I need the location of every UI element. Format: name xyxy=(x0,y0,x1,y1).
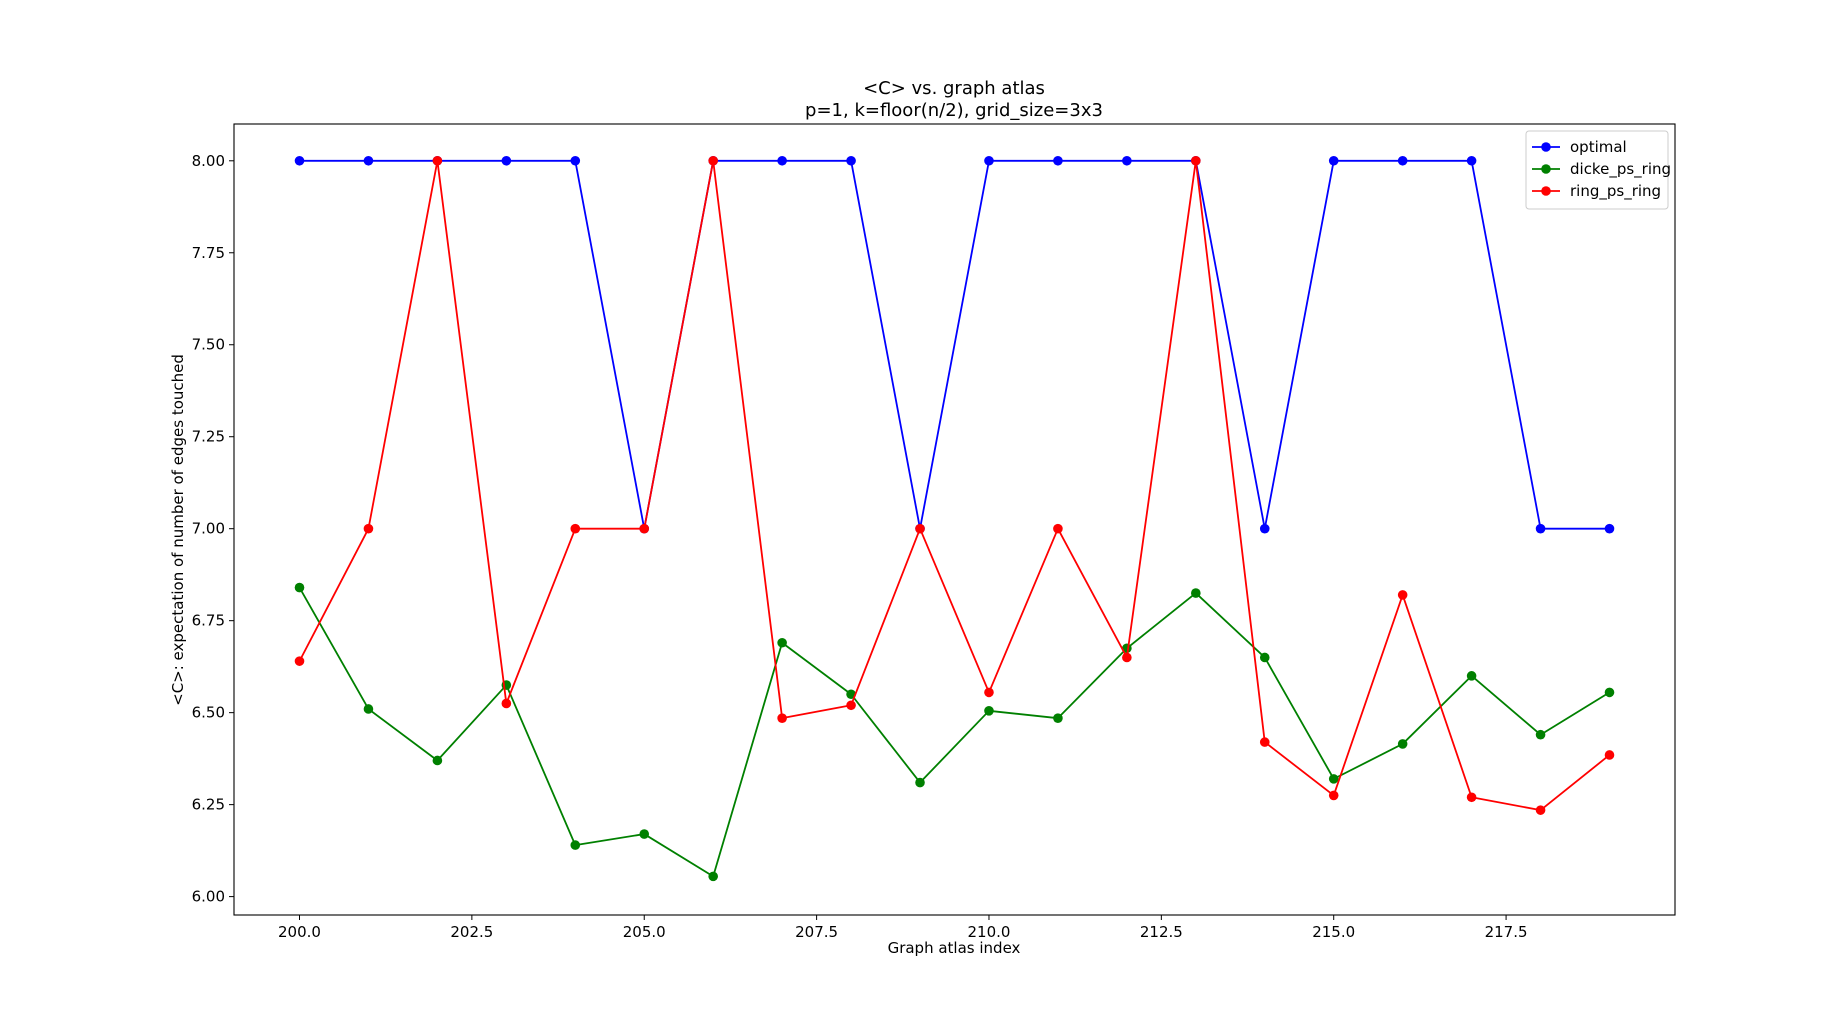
data-point-dicke_ps_ring xyxy=(1259,652,1270,663)
legend-label-dicke_ps_ring: dicke_ps_ring xyxy=(1570,160,1671,179)
y-tick-label: 8.00 xyxy=(192,152,225,170)
data-point-ring_ps_ring xyxy=(1053,523,1063,534)
data-point-dicke_ps_ring xyxy=(777,637,787,648)
chart-title: <C> vs. graph atlas xyxy=(863,78,1045,99)
x-axis-title: Graph atlas index xyxy=(888,939,1021,957)
data-point-ring_ps_ring xyxy=(1466,792,1477,803)
x-tick-label: 202.5 xyxy=(450,923,493,941)
data-point-ring_ps_ring xyxy=(570,523,581,534)
y-tick-label: 7.25 xyxy=(192,428,225,446)
data-point-optimal xyxy=(1328,155,1339,166)
series-line-optimal xyxy=(299,159,1610,530)
data-point-ring_ps_ring xyxy=(1397,590,1408,600)
plot-area: 200.0 202.5 205.0 207.5 210.0 212.5 215.0 217.5… xyxy=(192,123,1676,941)
data-point-ring_ps_ring xyxy=(708,155,718,166)
legend: optimal dicke_ps_ring ring_ps_ring xyxy=(1525,130,1671,210)
series-line-dicke_ps_ring xyxy=(298,587,1610,878)
data-point-ring_ps_ring xyxy=(1259,737,1270,747)
data-point-optimal xyxy=(777,155,787,166)
x-tick-label: 205.0 xyxy=(623,923,666,941)
data-point-dicke_ps_ring xyxy=(1535,729,1546,740)
data-point-dicke_ps_ring xyxy=(915,777,925,788)
y-tick-label: 7.50 xyxy=(192,336,225,354)
legend-marker-ring_ps_ring xyxy=(1541,186,1551,196)
data-point-optimal xyxy=(984,155,994,166)
data-point-ring_ps_ring xyxy=(1328,790,1339,801)
data-point-ring_ps_ring xyxy=(846,700,856,711)
data-point-dicke_ps_ring xyxy=(294,582,305,593)
x-tick-label: 217.5 xyxy=(1485,923,1528,941)
legend-marker-dicke_ps_ring xyxy=(1541,164,1551,174)
y-axis-title: <C>: expectation of number of edges touc… xyxy=(169,354,187,706)
x-tick-label: 207.5 xyxy=(795,923,838,941)
data-point-optimal xyxy=(294,155,305,166)
data-point-dicke_ps_ring xyxy=(1191,588,1201,598)
data-point-ring_ps_ring xyxy=(363,523,374,534)
y-tick-label: 6.25 xyxy=(192,796,225,814)
axes-frame xyxy=(233,123,1676,916)
data-point-dicke_ps_ring xyxy=(708,871,718,882)
data-point-dicke_ps_ring xyxy=(1328,774,1339,784)
data-point-dicke_ps_ring xyxy=(1604,687,1615,698)
data-point-dicke_ps_ring xyxy=(984,706,994,716)
data-point-dicke_ps_ring xyxy=(639,829,650,839)
data-point-ring_ps_ring xyxy=(294,656,305,666)
x-tick-label: 212.5 xyxy=(1140,923,1183,941)
data-point-dicke_ps_ring xyxy=(846,689,856,700)
data-point-ring_ps_ring xyxy=(501,698,512,709)
data-point-dicke_ps_ring xyxy=(363,704,374,714)
legend-label-optimal: optimal xyxy=(1570,138,1627,156)
data-point-ring_ps_ring xyxy=(432,155,443,166)
data-point-optimal xyxy=(1053,155,1063,166)
data-point-dicke_ps_ring xyxy=(570,840,581,850)
data-point-dicke_ps_ring xyxy=(432,755,443,766)
y-tick-label: 6.00 xyxy=(192,888,225,906)
data-point-ring_ps_ring xyxy=(639,523,650,534)
x-tick-label: 200.0 xyxy=(278,923,321,941)
data-point-ring_ps_ring xyxy=(1535,805,1546,815)
data-point-optimal xyxy=(1466,155,1477,166)
data-point-optimal xyxy=(1397,155,1408,166)
data-point-dicke_ps_ring xyxy=(1466,671,1477,681)
data-point-ring_ps_ring xyxy=(1604,750,1615,760)
data-point-dicke_ps_ring xyxy=(1397,739,1408,749)
data-point-optimal xyxy=(363,155,374,166)
data-point-ring_ps_ring xyxy=(1122,652,1132,663)
data-point-optimal xyxy=(1535,523,1546,534)
data-point-optimal xyxy=(501,155,512,166)
y-tick-label: 6.75 xyxy=(192,612,225,630)
data-point-optimal xyxy=(1122,155,1132,166)
series-ring_ps_ring xyxy=(294,155,1615,815)
y-tick-label: 6.50 xyxy=(192,704,225,722)
data-point-dicke_ps_ring xyxy=(1053,713,1063,723)
legend-label-ring_ps_ring: ring_ps_ring xyxy=(1570,182,1661,201)
y-tick-label: 7.75 xyxy=(192,244,225,262)
data-point-optimal xyxy=(1604,523,1615,534)
data-point-ring_ps_ring xyxy=(915,523,925,534)
x-tick-label: 210.0 xyxy=(967,923,1010,941)
legend-marker-optimal xyxy=(1541,142,1551,152)
chart-subtitle: p=1, k=floor(n/2), grid_size=3x3 xyxy=(805,100,1103,121)
data-point-optimal xyxy=(1259,523,1270,534)
data-point-optimal xyxy=(846,155,856,166)
series-dicke_ps_ring xyxy=(294,582,1615,882)
series-line-ring_ps_ring xyxy=(298,159,1611,812)
legend-box xyxy=(1525,130,1669,210)
data-point-ring_ps_ring xyxy=(984,687,994,698)
x-tick-label: 215.0 xyxy=(1312,923,1355,941)
data-point-optimal xyxy=(570,155,581,166)
y-tick-label: 7.00 xyxy=(192,520,225,538)
data-point-ring_ps_ring xyxy=(1191,155,1201,166)
data-point-ring_ps_ring xyxy=(777,713,787,723)
